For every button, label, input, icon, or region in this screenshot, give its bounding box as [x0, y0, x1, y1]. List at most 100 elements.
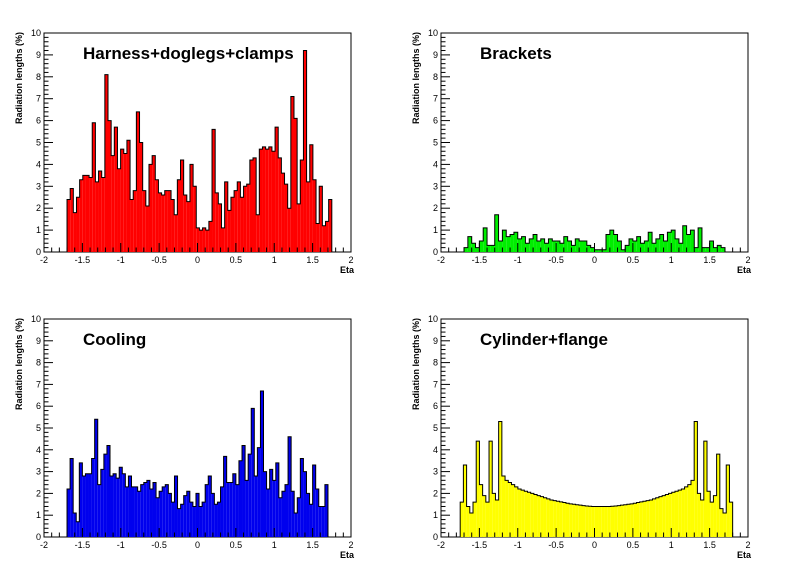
histogram-bar	[511, 484, 515, 537]
histogram-bar	[259, 149, 263, 252]
histogram-bar	[586, 245, 591, 252]
histogram-bar	[621, 249, 626, 252]
histogram-bar	[490, 245, 495, 252]
histogram-bar	[697, 493, 701, 537]
histogram-bar	[278, 157, 282, 252]
y-tick-label: 10	[31, 28, 41, 38]
x-tick-label: -1	[117, 540, 125, 550]
panel-title: Cooling	[83, 330, 146, 349]
histogram-bar	[463, 465, 467, 537]
histogram-bar	[245, 480, 249, 537]
x-tick-label: 2	[348, 540, 353, 550]
histogram-bar	[633, 503, 637, 537]
histogram-bar	[146, 480, 150, 537]
y-tick-label: 9	[36, 336, 41, 346]
histogram-bar	[284, 484, 289, 537]
x-tick-label: -1	[514, 255, 522, 265]
histogram-bar	[240, 197, 244, 252]
y-tick-label: 6	[433, 401, 438, 411]
histogram-bar	[174, 475, 178, 537]
histogram-bar	[517, 489, 522, 537]
histogram-bar	[106, 445, 111, 537]
histogram-bar	[223, 456, 227, 537]
histogram-outline	[66, 50, 333, 252]
histogram-bar	[134, 486, 138, 537]
histogram-bar	[251, 408, 255, 537]
histogram-bar	[675, 238, 679, 252]
histogram-bar	[263, 471, 267, 537]
histogram-bar	[196, 227, 200, 252]
histogram-bar	[663, 241, 668, 252]
y-tick-label: 3	[36, 181, 41, 191]
y-axis-label: Radiation lengths (%)	[14, 318, 24, 410]
histogram-bar	[229, 482, 233, 537]
histogram-bar	[548, 238, 553, 252]
histogram-bar	[719, 508, 724, 537]
y-tick-label: 9	[433, 50, 438, 60]
y-tick-label: 3	[36, 467, 41, 477]
x-tick-label: -0.5	[548, 540, 564, 550]
histogram-bar	[205, 230, 209, 252]
histogram-bar	[319, 186, 323, 252]
histogram-bar	[212, 129, 216, 252]
histogram-bar	[533, 494, 538, 537]
histogram-bar	[617, 505, 621, 537]
histogram-bar	[116, 478, 120, 537]
y-tick-label: 0	[433, 247, 438, 257]
histogram-bar	[502, 230, 507, 252]
histogram-bar	[498, 241, 503, 252]
histogram-bar	[716, 454, 720, 537]
histogram-bar	[139, 142, 143, 252]
histogram-bar	[103, 454, 107, 537]
histogram-bar	[709, 241, 714, 252]
y-tick-label: 9	[36, 50, 41, 60]
histogram-bar	[159, 491, 163, 537]
x-tick-label: 0	[195, 255, 200, 265]
histogram-bar	[205, 484, 209, 537]
histogram-bar	[681, 489, 685, 537]
histogram-bar	[609, 230, 614, 252]
x-tick-label: 0	[592, 255, 597, 265]
x-tick-label: -0.5	[151, 540, 167, 550]
histogram-bar	[230, 197, 235, 252]
histogram-bar	[483, 227, 488, 252]
x-tick-label: -2	[40, 540, 48, 550]
histogram-bar	[290, 96, 294, 252]
histogram-bar	[91, 458, 95, 537]
y-tick-label: 3	[433, 467, 438, 477]
histogram-bar	[306, 493, 310, 537]
histogram-bar	[494, 214, 499, 252]
y-tick-label: 10	[428, 314, 438, 324]
histogram-bar	[316, 223, 320, 252]
histogram-bar	[575, 504, 579, 537]
histogram-bar	[487, 245, 491, 252]
histogram-bar	[492, 493, 496, 537]
histogram-bar	[309, 504, 313, 537]
x-tick-label: 0.5	[230, 540, 243, 550]
histogram-bar	[186, 491, 190, 537]
histogram-bar	[546, 498, 550, 537]
y-tick-label: 10	[31, 314, 41, 324]
histogram-bar	[183, 195, 187, 252]
histogram-bar	[466, 506, 470, 537]
histogram-bar	[174, 214, 178, 252]
histogram-bar	[67, 199, 71, 252]
histogram-bar	[95, 181, 99, 252]
histogram-bar	[501, 475, 506, 537]
histogram-bar	[227, 210, 231, 252]
histogram-bar	[217, 502, 221, 537]
histogram-bar	[471, 243, 476, 252]
x-tick-label: -1.5	[75, 255, 91, 265]
histogram-bar	[82, 475, 86, 537]
histogram-bar	[211, 493, 215, 537]
histogram-bar	[479, 241, 484, 252]
x-tick-label: -1.5	[472, 255, 488, 265]
histogram-bar	[529, 238, 534, 252]
y-tick-label: 7	[433, 379, 438, 389]
y-tick-label: 8	[433, 72, 438, 82]
histogram-bar	[220, 486, 224, 537]
histogram-bar	[165, 484, 169, 537]
histogram-bar	[76, 521, 80, 537]
y-tick-label: 8	[36, 72, 41, 82]
